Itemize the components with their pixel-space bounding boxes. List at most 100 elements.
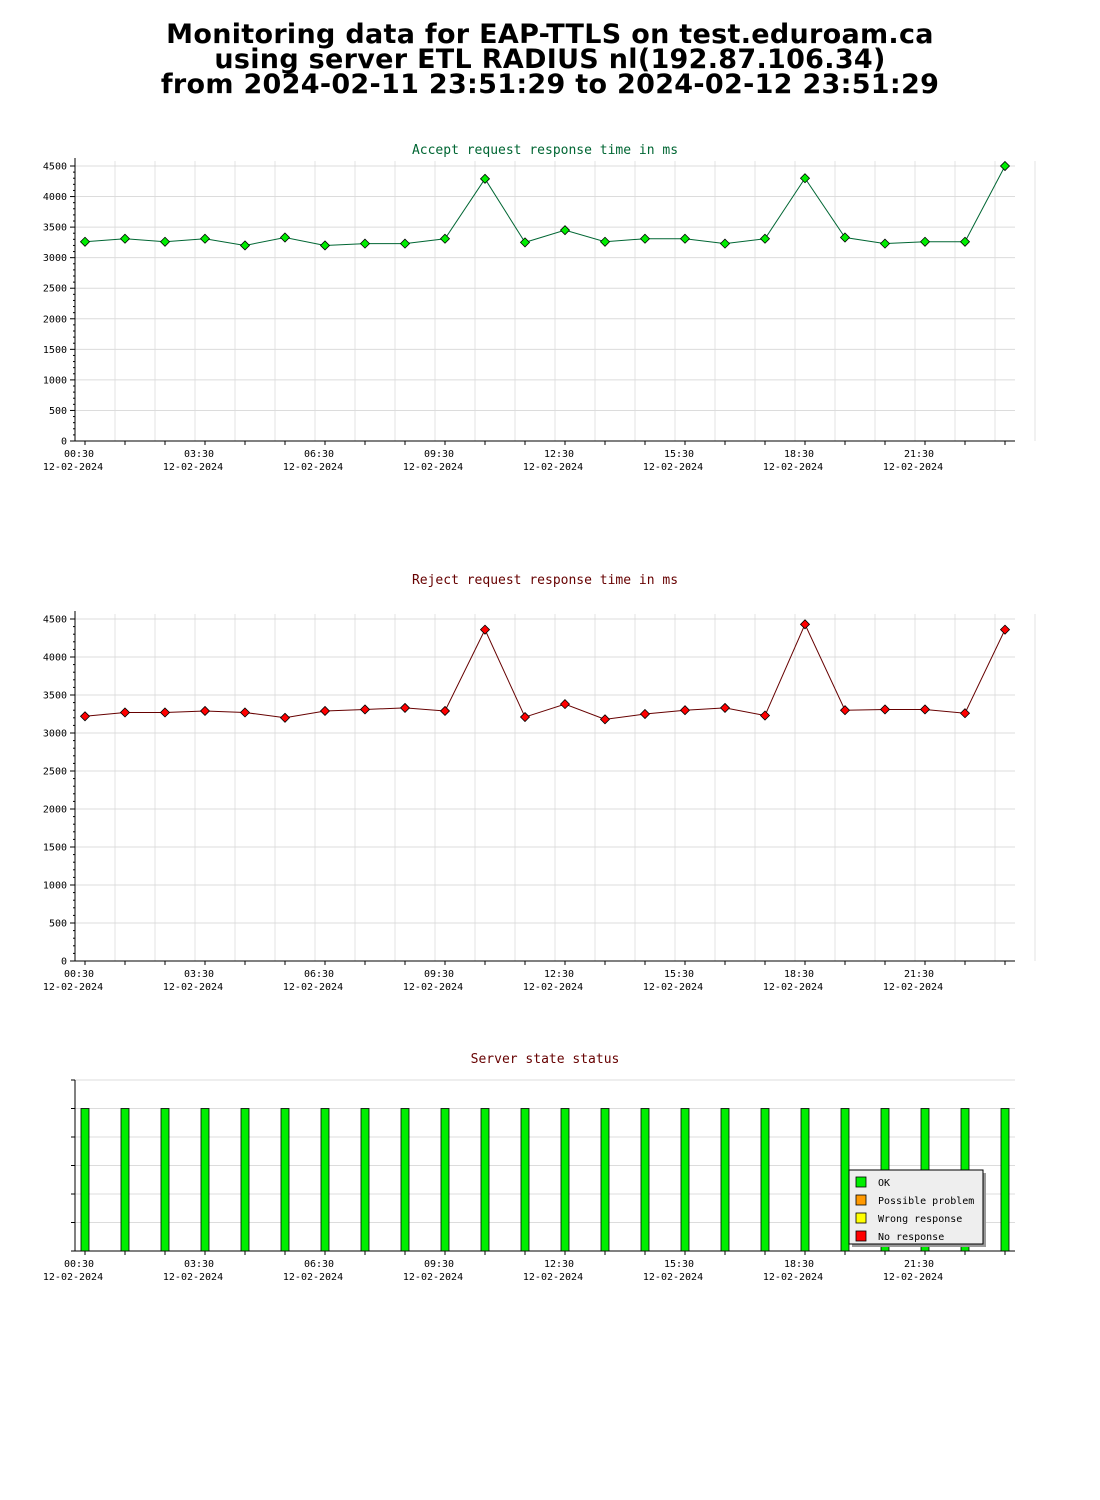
x-tick-label: 18:30 [784, 449, 814, 460]
status-bar [440, 1108, 450, 1252]
status-bar [160, 1108, 170, 1252]
data-point [279, 232, 291, 243]
data-point [679, 233, 691, 244]
status-bar [80, 1108, 90, 1252]
y-tick-label: 2000 [43, 805, 67, 816]
x-tick-date: 12-02-2024 [643, 1272, 703, 1283]
status-bar [280, 1108, 290, 1252]
y-tick-label: 1000 [43, 881, 67, 892]
x-tick-label: 03:30 [184, 449, 214, 460]
status-bar [400, 1108, 410, 1252]
data-point [119, 707, 131, 718]
y-tick-label: 3000 [43, 729, 67, 740]
data-point [599, 236, 611, 247]
data-point [79, 236, 91, 247]
data-point [639, 708, 651, 720]
data-point [479, 624, 491, 635]
y-tick-label: 0 [61, 437, 67, 448]
data-point [879, 704, 891, 715]
x-tick-date: 12-02-2024 [643, 462, 703, 473]
page-title-line-3: from 2024-02-11 23:51:29 to 2024-02-12 2… [160, 69, 940, 100]
data-point [159, 707, 171, 718]
status-bar [240, 1108, 250, 1252]
data-point [559, 225, 571, 236]
data-point [999, 624, 1011, 635]
page-title-line-2: using server ETL RADIUS nl(192.87.106.34… [214, 44, 886, 75]
legend-label: Possible problem [878, 1196, 974, 1207]
status-bar [680, 1108, 690, 1252]
x-tick-label: 18:30 [784, 969, 814, 980]
data-point [439, 705, 451, 717]
data-point [239, 707, 251, 718]
status-bar [120, 1108, 130, 1252]
y-tick-label: 4500 [43, 162, 67, 173]
y-tick-label: 4000 [43, 192, 67, 203]
x-tick-date: 12-02-2024 [43, 462, 103, 473]
x-tick-label: 09:30 [424, 1259, 454, 1270]
y-tick-label: 0 [61, 957, 67, 968]
y-tick-label: 3500 [43, 223, 67, 234]
status-bar [1000, 1108, 1010, 1252]
status-bar [320, 1108, 330, 1252]
chart-title: Accept request response time in ms [412, 143, 678, 158]
x-tick-label: 09:30 [424, 449, 454, 460]
data-point [639, 233, 651, 244]
data-point [239, 240, 251, 251]
data-point [999, 160, 1011, 172]
data-point [79, 711, 91, 722]
data-point [799, 619, 811, 630]
page-title-line-1: Monitoring data for EAP-TTLS on test.edu… [166, 19, 934, 50]
x-tick-label: 03:30 [184, 969, 214, 980]
accept-response-chart: Accept request response time in ms 0 500 10… [43, 143, 1036, 473]
status-bar [520, 1108, 530, 1252]
data-point [119, 233, 131, 244]
series-line [84, 165, 1006, 246]
x-tick-label: 18:30 [784, 1259, 814, 1270]
data-point [519, 237, 531, 248]
status-bar [800, 1108, 810, 1252]
data-point [919, 704, 931, 715]
server-status-chart: Server state status 00:30 12-02-2024 03:30 1… [43, 1052, 1015, 1283]
data-point [959, 236, 971, 247]
x-tick-label: 21:30 [904, 1259, 934, 1270]
legend-box [848, 1169, 984, 1245]
x-tick-date: 12-02-2024 [163, 982, 223, 993]
legend-swatch [855, 1212, 867, 1224]
data-point [479, 173, 491, 184]
x-tick-date: 12-02-2024 [763, 462, 823, 473]
x-tick-date: 12-02-2024 [403, 982, 463, 993]
y-tick-label: 1500 [43, 345, 67, 356]
data-point [359, 704, 371, 715]
x-tick-date: 12-02-2024 [523, 462, 583, 473]
data-point [399, 238, 411, 249]
x-tick-date: 12-02-2024 [283, 982, 343, 993]
x-tick-date: 12-02-2024 [883, 1272, 943, 1283]
x-tick-date: 12-02-2024 [883, 462, 943, 473]
y-tick-label: 4000 [43, 653, 67, 664]
x-tick-date: 12-02-2024 [523, 1272, 583, 1283]
chart-title: Reject request response time in ms [412, 573, 678, 588]
data-point [599, 714, 611, 725]
data-point [159, 236, 171, 247]
x-tick-label: 15:30 [664, 449, 694, 460]
y-tick-label: 2000 [43, 314, 67, 325]
legend-label: OK [878, 1178, 890, 1189]
data-point [399, 702, 411, 713]
data-point [679, 705, 691, 716]
status-bar [760, 1108, 770, 1252]
status-bar [480, 1108, 490, 1252]
y-tick-label: 4500 [43, 615, 67, 626]
data-point [839, 232, 851, 243]
y-tick-label: 2500 [43, 284, 67, 295]
legend-label: No response [878, 1232, 944, 1243]
data-point [719, 702, 731, 713]
x-tick-date: 12-02-2024 [283, 462, 343, 473]
status-bar [360, 1108, 370, 1252]
y-tick-label: 3500 [43, 691, 67, 702]
data-point [199, 233, 211, 244]
x-tick-label: 03:30 [184, 1259, 214, 1270]
data-point [319, 240, 331, 251]
reject-response-chart: Reject request response time in ms 0 500 10… [43, 573, 1036, 993]
data-point [879, 238, 891, 249]
